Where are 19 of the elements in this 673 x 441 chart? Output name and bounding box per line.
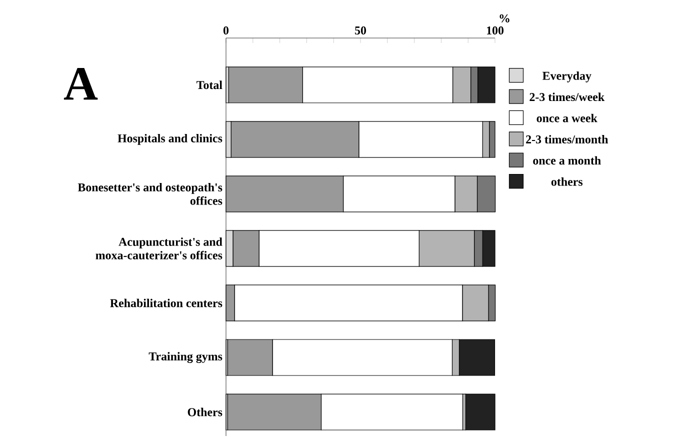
legend-label: Everyday (542, 71, 592, 82)
y-tick-label: Bonesetter's and osteopath's offices (78, 183, 222, 205)
legend-label: 2-3 times/month (526, 135, 608, 144)
x-axis-title: % (500, 14, 510, 22)
x-tick-label: 0 (223, 26, 229, 34)
legend-label: others (551, 177, 583, 186)
y-tick-label: Acupuncturist's and moxa-cauterizer's offices (96, 238, 222, 260)
y-tick-label: Rehabilitation centers (110, 298, 222, 308)
x-tick-label: 50 (355, 26, 366, 34)
legend-label: 2-3 times/week (530, 92, 605, 102)
y-tick-label: Total (196, 80, 222, 90)
y-tick-label: Others (188, 408, 222, 416)
text: A (64, 68, 98, 100)
bar (465, 394, 496, 430)
x-tick-label: 100 (486, 26, 504, 34)
legend-label: once a week (536, 114, 598, 122)
y-tick-label: Training gyms (148, 352, 222, 363)
y-tick-label: Hospitals and clinics (118, 134, 222, 145)
legend-label: once a month (533, 156, 601, 165)
